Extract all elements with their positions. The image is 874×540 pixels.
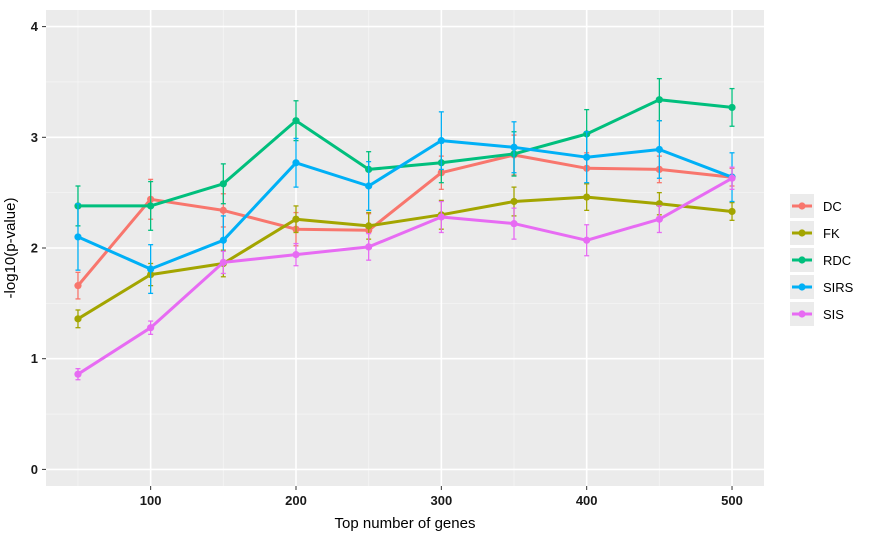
series-line-sis [76,176,734,376]
data-point-sirs [292,159,300,167]
series-line-fk [76,195,734,321]
data-point-fk [74,315,82,323]
legend-item-rdc: RDC [790,248,851,272]
series-line-rdc [76,98,734,208]
data-point-sis [365,243,373,251]
x-tick-label: 500 [721,493,743,508]
legend-key-point [798,283,806,291]
x-tick-label: 300 [430,493,452,508]
data-point-sirs [655,145,663,154]
legend-item-fk: FK [790,221,840,245]
data-point-sirs [74,233,82,241]
y-tick-label: 2 [31,241,38,256]
legend-key-point [798,202,806,210]
legend-item-dc: DC [790,194,842,218]
legend-label: SIS [823,307,844,322]
data-point-rdc [292,117,300,125]
x-tick-label: 100 [140,493,162,508]
data-point-fk [583,193,591,201]
y-axis: 0 1 2 3 4 [31,19,46,477]
data-point-sirs [437,137,445,145]
data-point-dc [219,206,227,214]
data-point-sis [292,251,300,259]
data-point-sis [437,213,445,221]
legend-label: DC [823,199,842,214]
legend-item-sis: SIS [790,302,844,326]
legend: DC FK RDC SIRS SIS [790,194,854,326]
series-group [74,77,736,381]
y-tick-label: 3 [31,130,38,145]
legend-label: SIRS [823,280,854,295]
data-point-sirs [365,182,373,190]
legend-key-point [798,229,806,237]
series-sirs [74,111,736,295]
x-axis: 100 200 300 400 500 [140,486,743,508]
data-point-fk [728,207,736,216]
y-tick-label: 1 [31,351,38,366]
data-point-dc [74,282,82,290]
x-axis-title: Top number of genes [335,515,476,532]
data-point-rdc [219,180,227,188]
data-point-sis [219,258,227,266]
legend-label: FK [823,226,840,241]
data-point-sirs [219,236,227,244]
series-line-dc [76,153,734,288]
data-point-fk [510,197,518,206]
legend-item-sirs: SIRS [790,275,854,299]
data-point-sis [147,324,155,332]
data-point-rdc [655,96,663,104]
y-tick-label: 0 [31,462,38,477]
data-point-sis [583,236,591,244]
data-point-sirs [583,153,591,161]
series-line-sirs [76,139,734,271]
data-point-rdc [728,103,736,112]
legend-label: RDC [823,253,851,268]
series-sis [74,166,736,381]
data-point-fk [292,215,300,223]
legend-key-point [798,310,806,318]
data-point-sis [655,215,663,223]
data-point-sirs [147,265,155,273]
data-point-sis [728,174,736,182]
data-point-sis [74,370,82,378]
y-tick-label: 4 [31,19,39,34]
data-point-fk [365,222,373,230]
y-axis-title: -log10(p-value) [2,198,19,299]
x-tick-label: 200 [285,493,307,508]
data-point-sirs [510,143,518,151]
data-point-rdc [147,202,155,210]
data-point-sis [510,220,518,228]
x-tick-label: 400 [576,493,598,508]
legend-key-point [798,256,806,264]
